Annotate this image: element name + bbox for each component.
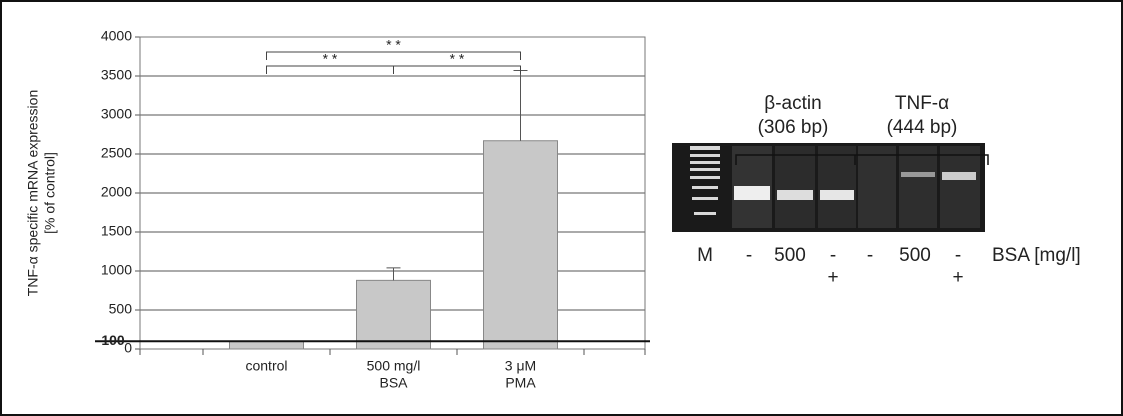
y-tick-label: 2500 — [101, 145, 132, 161]
y-tick-label: 3000 — [101, 106, 132, 122]
lane-label: - — [830, 245, 836, 266]
x-tick-label: 3 μM — [505, 358, 536, 374]
significance-label: * * — [323, 51, 338, 67]
x-tick-label: 500 mg/l — [367, 358, 421, 374]
x-tick-label: BSA — [379, 375, 408, 391]
lane-label: - — [955, 245, 961, 266]
error-bar — [386, 267, 401, 281]
y-axis-label: [% of control] — [42, 152, 58, 234]
significance-bracket — [393, 65, 521, 74]
gel-group-name: TNF-α — [895, 93, 949, 114]
gel-image — [672, 143, 989, 232]
x-tick-label: control — [245, 358, 287, 374]
lane-label: - — [867, 245, 873, 266]
y-tick-label: 1000 — [101, 262, 132, 278]
lane-label: + — [952, 267, 963, 288]
significance-label: * * — [386, 37, 401, 53]
lane-label: 500 — [774, 245, 806, 266]
significance-label: * * — [450, 51, 465, 67]
lane-label: 500 — [899, 245, 931, 266]
reference-label: 100 — [101, 332, 125, 348]
y-tick-label: 500 — [109, 301, 133, 317]
lane-label: - — [746, 245, 752, 266]
lane-label: + — [827, 267, 838, 288]
bar — [483, 140, 558, 350]
significance-bracket — [266, 51, 521, 60]
y-tick-label: 3500 — [101, 67, 132, 83]
y-tick-label: 0 — [124, 340, 132, 356]
gel-group-name: β-actin — [764, 93, 821, 114]
y-tick-label: 1500 — [101, 223, 132, 239]
gel-row-label: BSA [mg/l] — [992, 245, 1081, 266]
x-tick-label: PMA — [505, 375, 536, 391]
bar — [229, 340, 304, 350]
bar — [356, 279, 431, 350]
lane-label: M — [697, 245, 713, 266]
group-brackets — [735, 154, 989, 165]
y-axis-label: TNF-α specific mRNA expression — [25, 90, 41, 296]
gel-bands — [732, 146, 980, 228]
gel-group-size: (306 bp) — [758, 117, 829, 138]
ladder — [690, 146, 720, 215]
gel-group-size: (444 bp) — [887, 117, 958, 138]
y-tick-label: 4000 — [101, 28, 132, 44]
y-tick-label: 2000 — [101, 184, 132, 200]
